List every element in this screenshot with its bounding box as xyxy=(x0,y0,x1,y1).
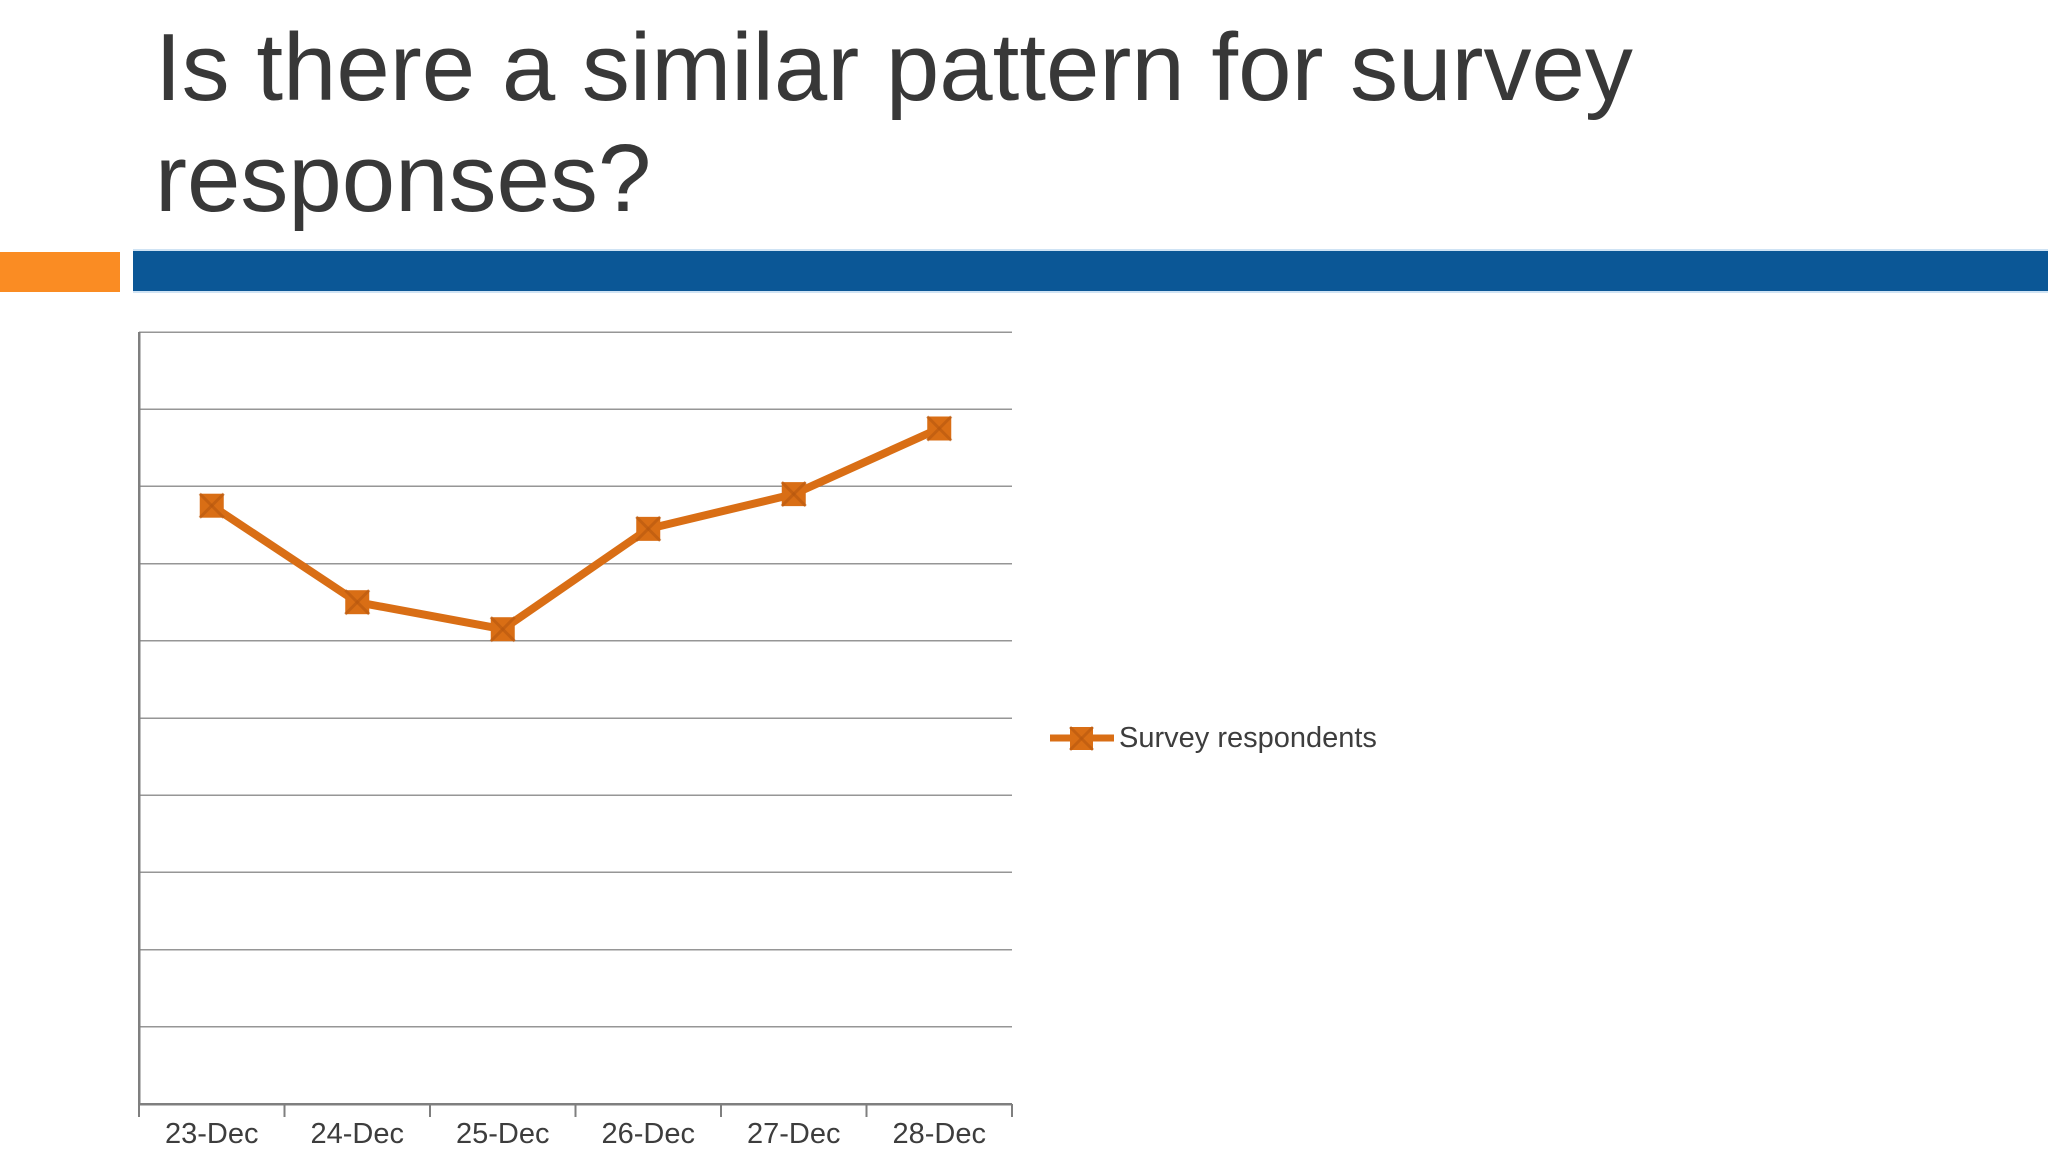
legend-marker-icon xyxy=(1050,725,1114,752)
chart-x-label: 26-Dec xyxy=(602,1118,696,1150)
chart-series-line xyxy=(207,424,944,634)
chart-x-label: 27-Dec xyxy=(747,1118,841,1150)
chart-marker-x-stroke xyxy=(344,589,371,616)
slide-title: Is there a similar pattern for survey re… xyxy=(155,12,1915,235)
legend-label: Survey respondents xyxy=(1119,721,1377,754)
chart-marker-x-stroke xyxy=(489,616,516,643)
chart-marker-x-stroke xyxy=(198,492,225,519)
chart-x-label: 24-Dec xyxy=(311,1118,405,1150)
slide-title-line-2: responses? xyxy=(155,125,652,233)
chart-x-label: 25-Dec xyxy=(456,1118,550,1150)
chart-x-label: 28-Dec xyxy=(893,1118,987,1150)
slide-title-line-1: Is there a similar pattern for survey xyxy=(155,14,1633,121)
accent-bar-orange xyxy=(0,252,120,292)
chart-x-label: 23-Dec xyxy=(165,1118,259,1150)
chart-marker-x-stroke xyxy=(780,481,807,508)
chart-marker-x-stroke xyxy=(926,415,953,442)
divider-bar-blue xyxy=(133,249,2048,293)
chart-legend: Survey respondents xyxy=(1050,712,1377,764)
chart-marker-x-stroke xyxy=(635,515,662,542)
